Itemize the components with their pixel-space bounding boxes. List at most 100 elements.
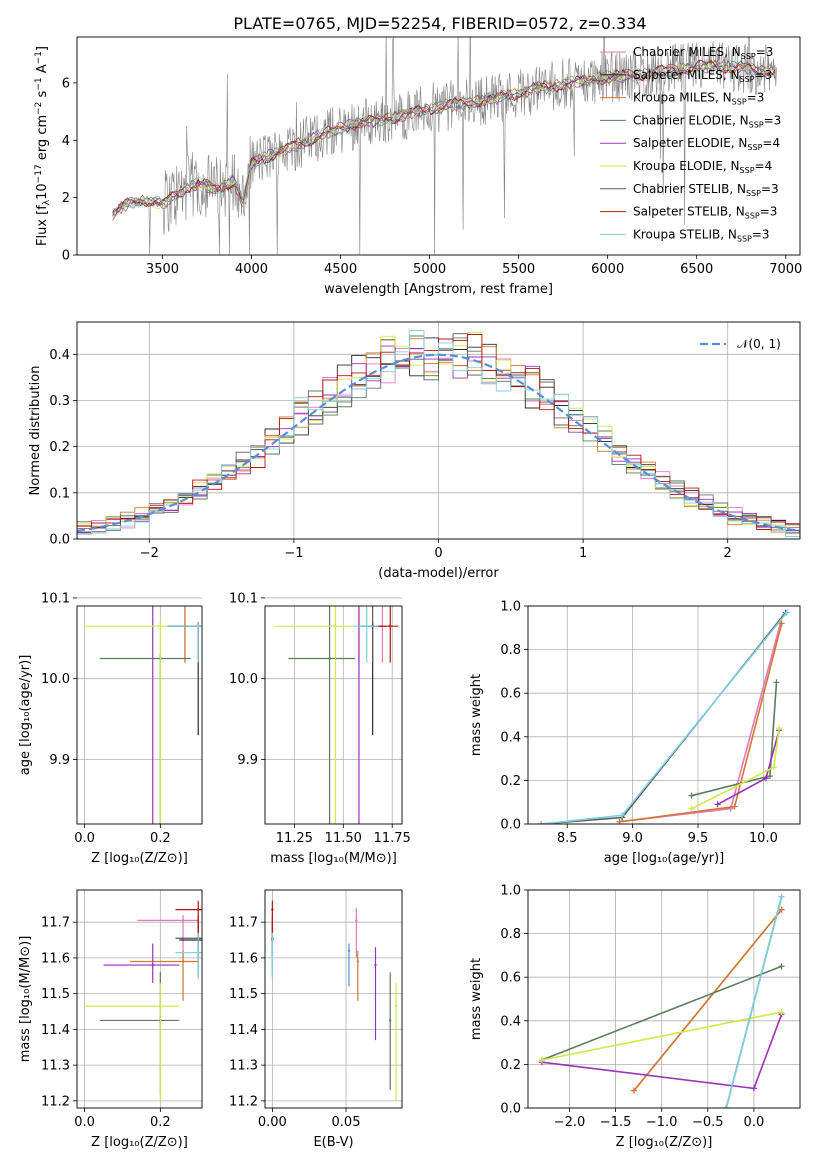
data-point [389,624,392,628]
mass_vs_EBV-points [271,900,398,1101]
legend-label-text: Chabrier ELODIE, N [633,113,749,127]
data-point [271,951,274,954]
weight_vs_Z-ytick-label: 1.0 [500,884,521,899]
data-point [159,1004,162,1008]
legend-subscript: SSP [732,98,747,107]
age_vs_Z-xtick-label: 0.0 [74,831,95,846]
mass_vs_Z-ytick-label: 11.3 [41,1059,70,1074]
legend-label-text: Salpeter ELODIE, N [633,136,747,150]
age_vs_mass-xlabel: mass [log₁₀(M/M⊙)] [270,851,397,866]
age_vs_mass-points [274,577,399,824]
weight-marker [778,1009,785,1016]
weight-marker [778,963,785,970]
weight-marker [773,679,780,686]
weight_vs_Z-panel: −2.0 −1.5 −1.0 −0.5 0.0 0.0 0.2 0.4 0.6 0.8 1.0 Z [… [469,884,801,1150]
data-point [389,1019,392,1022]
residual_histogram-ylabel: Normed distribution [28,366,43,496]
normal-legend-label: 𝒩(0, 1) [737,337,781,351]
legend-label-text: Kroupa MILES, N [633,91,732,105]
weight_vs_age-panel: 8.5 9.0 9.5 10.0 0.0 0.2 0.4 0.6 0.8 1.0 age [log₁… [469,600,801,866]
data-point [197,624,200,628]
spectrum-frame [76,36,801,256]
legend-label-text: Chabrier STELIB, N [633,182,746,196]
model-spectrum-salpeter-stelib [112,60,776,216]
legend-subscript: SSP [737,234,752,243]
weight-line [619,623,783,823]
weight-marker [538,821,545,824]
legend-subscript: SSP [741,52,756,61]
legend-nssp: =3 [752,227,770,241]
data-point [356,960,360,963]
spectrum-xtick-label: 4000 [235,262,268,277]
weight_vs_age-xtick-label: 10.0 [749,831,778,846]
weight-line [541,965,782,1061]
weight-marker [763,775,769,782]
age_vs_Z-frame [76,605,203,825]
age_vs_Z-ylabel: age [log₁₀(age/yr)] [18,655,33,776]
legend-nssp: =3 [756,45,774,59]
histogram-kroupa-stelib [77,330,800,539]
legend-subscript: SSP [740,166,755,175]
histogram-steps [77,330,800,539]
spectrum-xtick-label: 5000 [413,262,446,277]
weight-marker [778,906,785,913]
data-point [334,624,337,628]
mass_vs_Z-panel: 0.0 0.2 11.2 11.3 11.4 11.5 11.6 11.7 Z [log₁₀(Z… [18,889,203,1150]
weight-marker [778,893,785,900]
spectrum-lines [112,37,777,255]
model-spectrum-chabrier-elodie [112,59,776,213]
legend-label: Kroupa STELIB, NSSP=3 [633,227,770,243]
legend-subscript: SSP [747,143,762,152]
weight-marker [688,792,695,799]
mass_vs_Z-ytick-label: 11.2 [41,1094,70,1109]
mass_vs_EBV-ytick-label: 11.3 [229,1059,258,1074]
figure-title: PLATE=0765, MJD=52254, FIBERID=0572, z=0… [233,14,646,33]
ylabel-part: −2 [34,102,44,115]
data-point [358,577,360,579]
mass_vs_EBV-xlabel: E(B-V) [313,1135,353,1150]
data-point [355,919,358,922]
age_vs_Z-ytick-label: 10.1 [41,591,70,606]
weight-line [541,611,788,824]
residual_histogram-xlabel: (data-model)/error [378,566,499,581]
weight-line [541,612,787,824]
mass_vs_EBV-ytick-label: 11.7 [229,916,258,931]
mass_vs_EBV-frame [264,889,403,1109]
residual_histogram-ytick-label: 0.0 [49,533,70,548]
legend-subscript: SSP [745,212,760,221]
residual_histogram-xtick-label: −1 [284,546,303,561]
residual_histogram-ytick-label: 0.3 [49,394,70,409]
residual_histogram-xtick-label: 2 [724,546,732,561]
mass_vs_Z-ylabel: mass [log₁₀(M/M⊙)] [18,936,33,1063]
age_vs_Z-ytick-label: 9.9 [49,753,70,768]
data-point [328,657,331,660]
model-spectrum-kroupa-stelib [112,60,776,215]
spectrum-ytick-label: 6 [62,76,70,91]
age_vs_mass-xtick-label: 11.50 [325,831,362,846]
normal-curve-line [77,353,800,532]
weight-line [633,909,783,1092]
weight-line [725,896,783,1108]
residual_histogram-xtick-label: −2 [140,546,159,561]
mass_vs_Z-ytick-label: 11.6 [41,951,70,966]
mass_vs_EBV-xtick-label: 0.00 [258,1115,287,1130]
spectrum-xlabel: wavelength [Angstrom, rest frame] [324,282,553,297]
legend-label: Chabrier ELODIE, NSSP=3 [633,113,781,129]
ylabel-part: A [35,64,50,77]
residual_histogram-frame [76,321,801,540]
weight_vs_Z-ytick-label: 0.4 [500,1014,521,1029]
legend-label: Salpeter ELODIE, NSSP=4 [633,136,780,152]
weight_vs_age-frame [527,605,801,825]
ylabel-part: s [35,90,50,101]
weight-marker [731,803,738,810]
weight_vs_age-ytick-label: 0.6 [500,687,521,702]
legend-label: Kroupa MILES, NSSP=3 [633,91,764,107]
spectrum-xtick-label: 6500 [680,262,713,277]
age_vs_mass-xtick-label: 11.75 [374,831,411,846]
age_vs_mass-xtick-label: 11.25 [276,831,313,846]
legend-label: Salpeter MILES, NSSP=3 [633,68,772,84]
weight-line [541,1011,782,1061]
weight_vs_age-ytick-label: 0.4 [500,730,521,745]
ylabel-part: 10 [35,183,50,200]
ylabel-part: Flux [f [35,205,50,246]
